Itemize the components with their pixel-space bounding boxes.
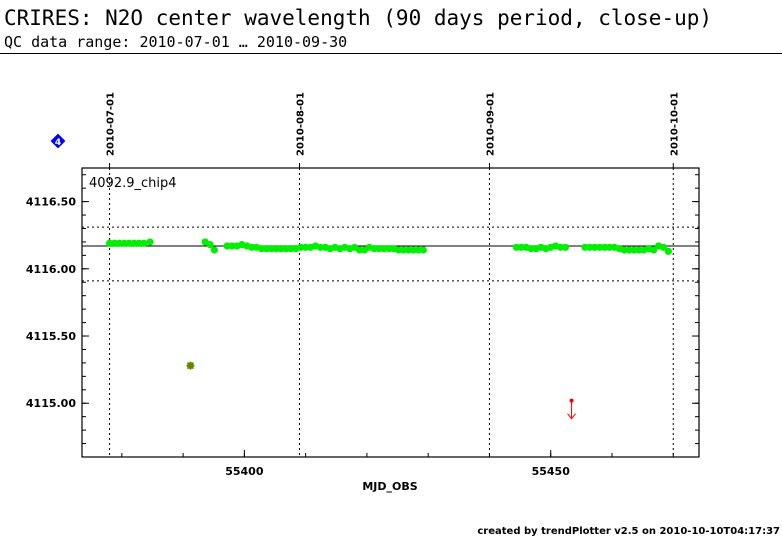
panel-label: 4092.9_chip4 <box>89 176 177 191</box>
data-point <box>650 246 658 254</box>
y-tick-label: 4116.00 <box>26 263 76 276</box>
date-marker-label: 2010-09-01 <box>485 92 496 156</box>
grid-layer <box>82 163 699 458</box>
data-point <box>561 243 570 251</box>
y-tick-label: 4116.50 <box>26 196 76 209</box>
data-point <box>419 246 427 254</box>
footer-credit: created by trendPlotter v2.5 on 2010-10-… <box>477 526 780 537</box>
x-axis-label: MJD_OBS <box>362 480 417 493</box>
date-marker-label: 2010-10-01 <box>669 92 680 156</box>
data-layer <box>105 238 672 420</box>
marker-badge-number: 4 <box>55 138 61 148</box>
data-point <box>210 246 218 254</box>
offscale-arrow-icon <box>567 400 576 420</box>
data-point <box>206 241 214 249</box>
y-tick-label: 4115.50 <box>26 330 76 343</box>
marker-badge-icon: 4 <box>48 131 68 151</box>
chart-title: CRIRES: N2O center wavelength (90 days p… <box>4 6 713 30</box>
date-marker-label: 2010-07-01 <box>106 92 117 156</box>
data-point <box>140 239 148 247</box>
outlier-star <box>186 361 195 370</box>
data-point <box>146 238 154 246</box>
outlier-point <box>186 361 195 370</box>
plot-frame <box>81 167 700 458</box>
y-tick-label: 4115.00 <box>26 397 76 410</box>
data-point <box>659 243 668 251</box>
chart-subtitle: QC data range: 2010-07-01 … 2010-09-30 <box>4 33 348 51</box>
data-point <box>664 247 672 255</box>
title-divider <box>0 53 782 54</box>
date-marker-label: 2010-08-01 <box>296 92 307 156</box>
x-tick-label: 55400 <box>225 465 264 478</box>
offscale-point <box>567 398 576 420</box>
x-tick-label: 55450 <box>532 465 571 478</box>
